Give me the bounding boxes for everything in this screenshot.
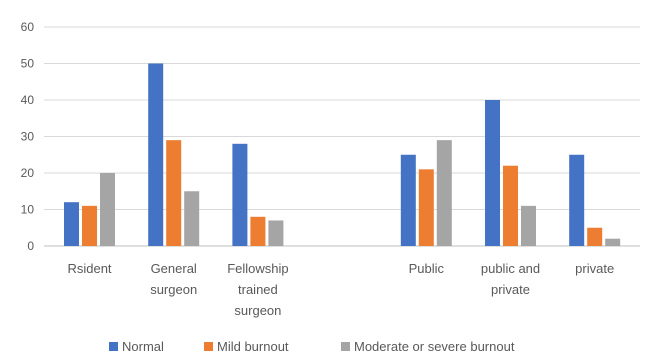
bar-mild-burnout [418,169,434,246]
legend-swatch [109,342,118,351]
y-tick-label: 50 [21,57,35,71]
y-tick-label: 20 [21,166,35,180]
bar-mild-burnout [250,216,266,246]
x-tick-label: private [575,261,614,276]
x-tick-label-line: Fellowship [227,261,288,276]
x-tick-label: Public [409,261,445,276]
legend-item: Moderate or severe burnout [341,339,515,354]
x-tick-label-line: surgeon [234,303,281,318]
x-tick-label-line: General [151,261,197,276]
bar-moderate-or-severe-burnout [436,140,452,246]
y-tick-label: 10 [21,203,35,217]
gridlines [44,26,640,247]
bar-normal [64,202,79,246]
bar-moderate-or-severe-burnout [184,191,200,246]
x-axis-labels: Rsident General surgeon Fellowship trained su… [67,261,614,318]
x-tick-label-line: Public [409,261,445,276]
x-tick-label: public and private [481,261,540,297]
bar-moderate-or-severe-burnout [268,220,284,246]
bar-moderate-or-severe-burnout [605,238,621,246]
bar-normal [232,143,248,246]
y-tick-label: 60 [21,20,35,34]
legend-item: Normal [109,339,164,354]
y-tick-label: 0 [27,239,34,253]
x-tick-label: Rsident [67,261,111,276]
x-tick-label-line: public and [481,261,540,276]
legend: Normal Mild burnout Moderate or severe bur… [109,339,515,354]
bar-moderate-or-severe-burnout [100,173,115,246]
bar-normal [400,154,416,246]
bar-mild-burnout [503,165,518,246]
x-tick-label-line: surgeon [150,282,197,297]
x-tick-label-line: Rsident [67,261,111,276]
legend-label: Normal [122,339,164,354]
bars [64,63,621,246]
y-tick-label: 30 [21,130,35,144]
bar-mild-burnout [82,205,97,246]
legend-item: Mild burnout [204,339,289,354]
x-tick-label: General surgeon [150,261,197,297]
legend-swatch [341,342,350,351]
y-axis-ticks: 0 10 20 30 40 50 60 [21,20,35,253]
bar-mild-burnout [166,140,182,246]
y-tick-label: 40 [21,93,35,107]
x-tick-label-line: private [491,282,530,297]
bar-normal [148,63,164,246]
bar-moderate-or-severe-burnout [521,205,536,246]
x-tick-label-line: trained [238,282,278,297]
legend-swatch [204,342,213,351]
bar-normal [485,100,500,246]
legend-label: Mild burnout [217,339,289,354]
x-tick-label-line: private [575,261,614,276]
bar-mild-burnout [587,227,603,246]
legend-label: Moderate or severe burnout [354,339,515,354]
bar-normal [569,154,585,246]
x-tick-label: Fellowship trained surgeon [227,261,288,318]
